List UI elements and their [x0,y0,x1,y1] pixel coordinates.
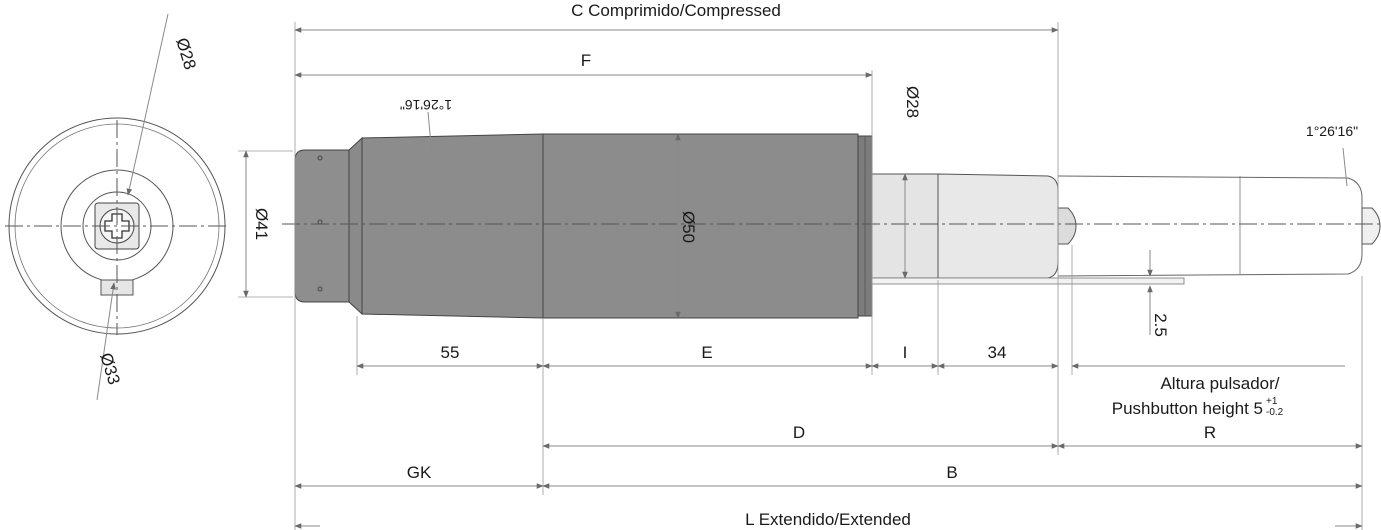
extended-rod-outline [1057,175,1363,277]
dimension-labels: C Comprimido/Compressed F 55 E I 34 Altu… [252,1,1358,529]
end-view-dia28-label: Ø28 [172,36,200,72]
label-d: D [793,423,805,442]
label-i: I [903,343,908,362]
angle-leader-right [1342,147,1348,187]
label-gk: GK [407,463,432,482]
label-tol-minus: -0.2 [1266,407,1284,418]
label-dia50: Ø50 [679,211,698,243]
angle-leader-left [427,111,433,157]
rod-base-step [871,277,1185,285]
pushbutton-compressed [1057,207,1077,245]
label-2-5: 2.5 [1151,313,1170,337]
end-view: Ø28 Ø33 [5,13,230,401]
label-angle-right: 1°26'16" [1306,123,1358,139]
end-view-dia28-leader [126,13,169,196]
label-c-compressed: C Comprimido/Compressed [571,1,781,20]
end-view-dia33-leader [96,282,116,401]
gas-spring-side-view [282,133,1381,319]
cylinder-conical-body [361,133,544,319]
label-dia28-rod: Ø28 [903,86,922,118]
label-b: B [946,463,957,482]
label-tol-plus: +1 [1266,396,1278,407]
dimension-lines [238,22,1363,530]
label-55: 55 [441,343,460,362]
vent-hole [317,155,323,161]
label-f: F [581,51,591,70]
label-dia41: Ø41 [252,208,271,240]
label-34: 34 [988,343,1007,362]
vent-hole [317,286,323,292]
cylinder-end-cap [294,149,350,303]
label-angle-left: 1°26'16" [400,97,452,113]
label-l-extended: L Extendido/Extended [745,510,911,529]
cylinder-main-body [542,133,859,319]
label-e: E [701,343,712,362]
cylinder-shoulder [348,136,363,316]
pushbutton-extended [1361,207,1381,245]
label-r: R [1204,423,1216,442]
end-view-dia33-label: Ø33 [96,351,124,387]
label-pushbutton-2: Pushbutton height 5 [1112,399,1263,418]
rod-body [937,173,1059,279]
label-pushbutton-1: Altura pulsador/ [1160,374,1279,393]
